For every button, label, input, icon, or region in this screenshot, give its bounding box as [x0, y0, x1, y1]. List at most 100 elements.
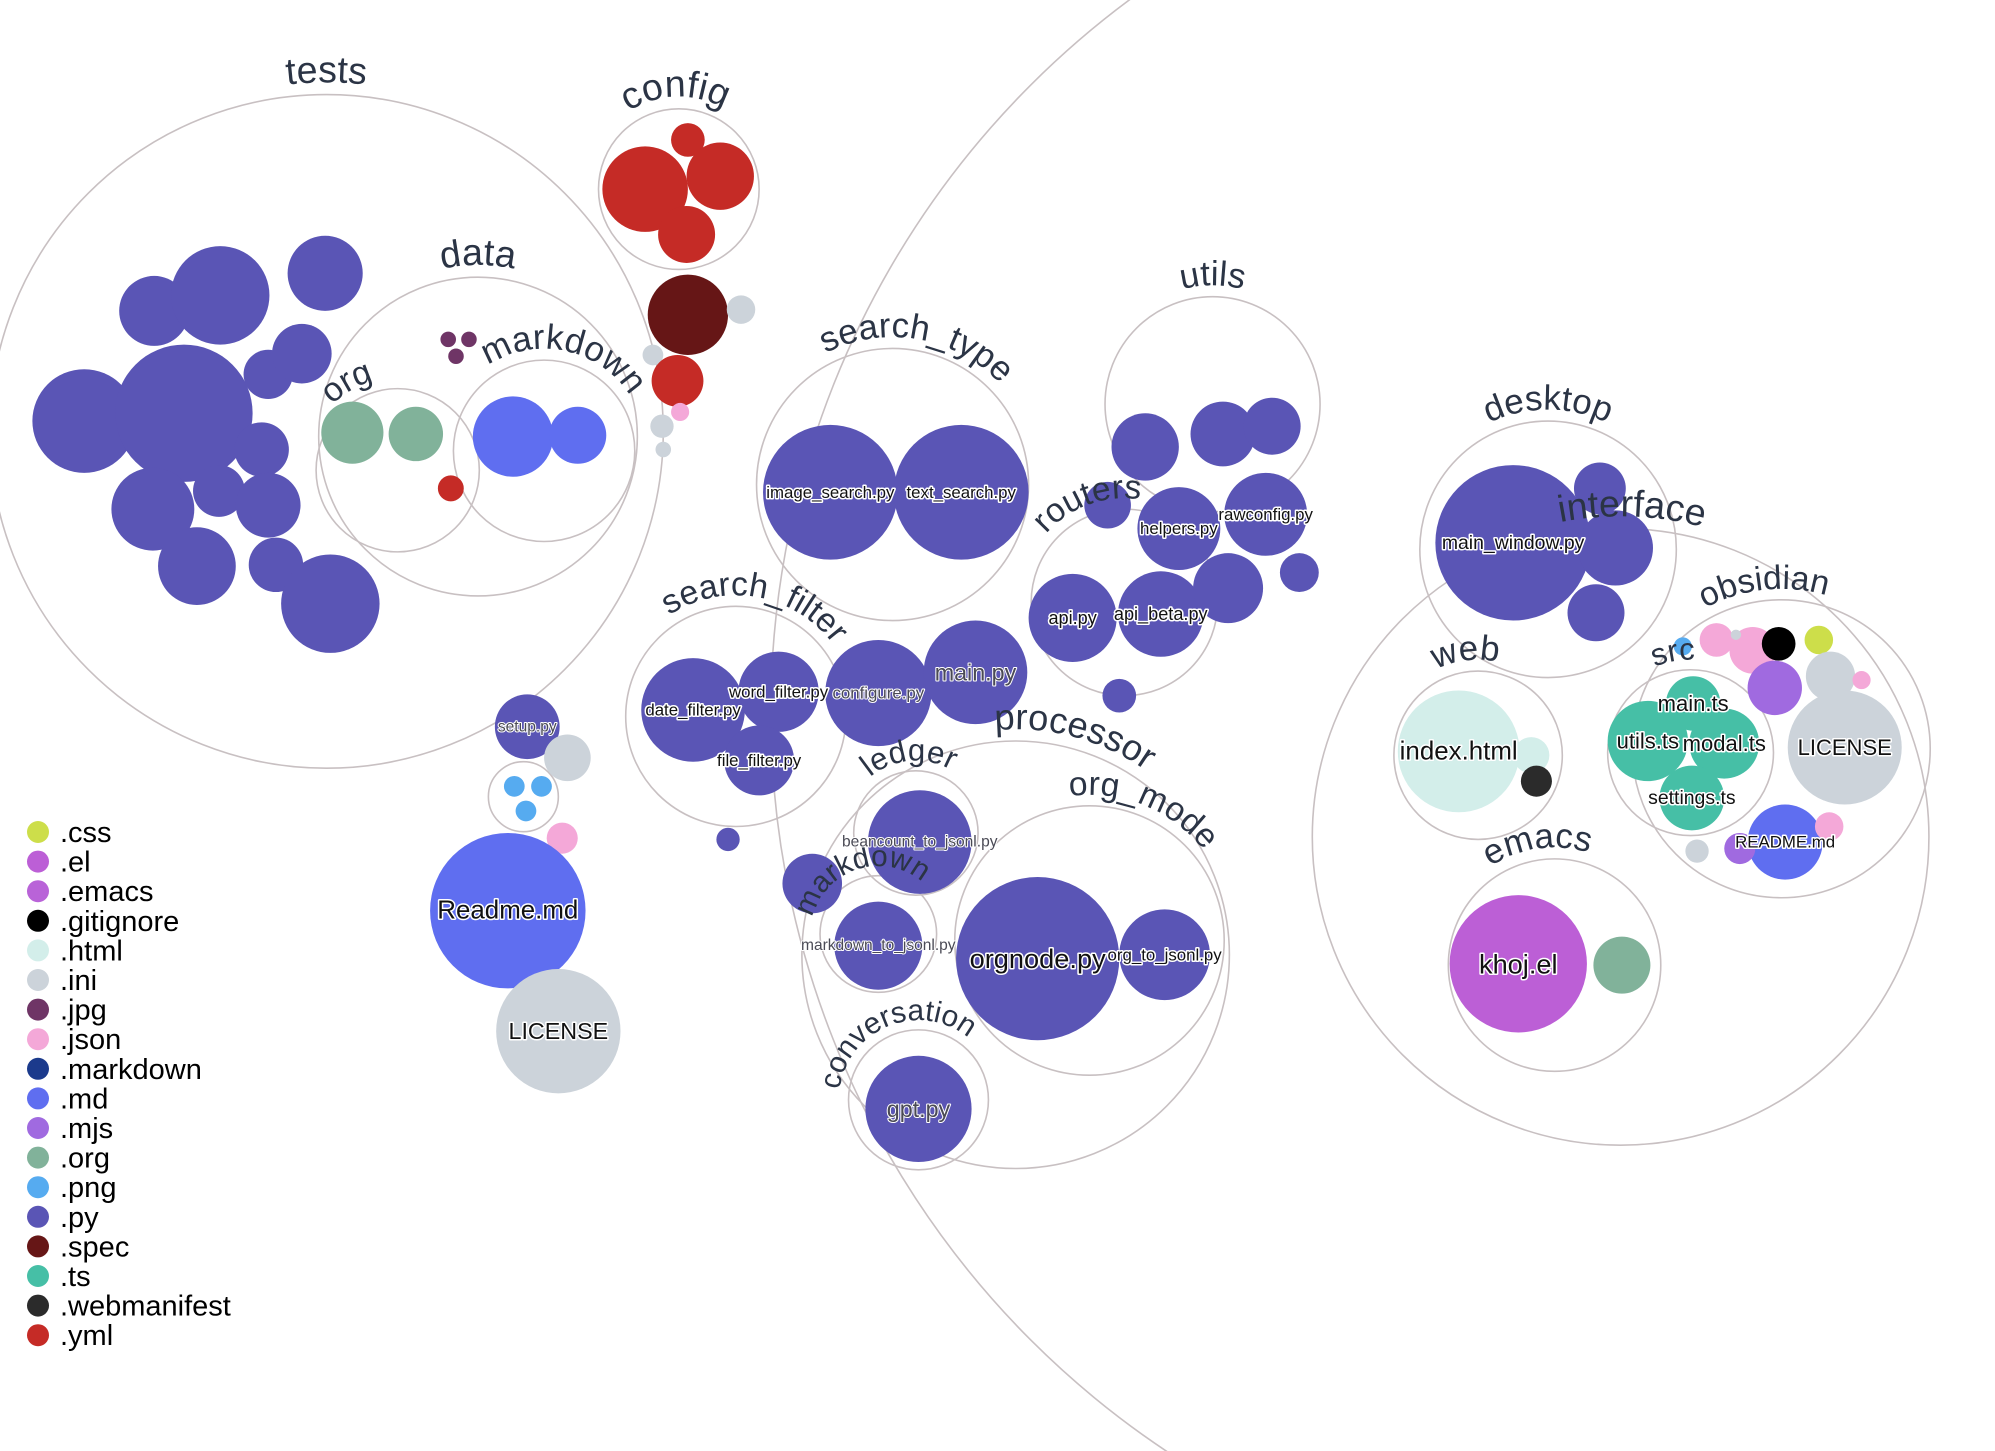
file-circle-py-4[interactable]: [115, 344, 253, 482]
file-circle-yml-23[interactable]: [671, 123, 705, 157]
legend-swatch-mjs[interactable]: [27, 1117, 49, 1139]
legend-swatch-org[interactable]: [27, 1146, 49, 1169]
file-circle-json-30[interactable]: [671, 402, 690, 422]
file-circle-utils.ts[interactable]: [1607, 700, 1688, 782]
file-circle-py-51[interactable]: [1193, 553, 1264, 624]
file-circle-date_filter.py[interactable]: [641, 658, 745, 762]
file-circle-jpg-17[interactable]: [461, 331, 477, 348]
file-circle-khoj.el[interactable]: [1449, 895, 1587, 1033]
file-circle-ini-28[interactable]: [642, 344, 664, 366]
group-ring-src[interactable]: [1606, 668, 1775, 837]
group-ring-web[interactable]: [1393, 670, 1564, 841]
legend-swatch-md[interactable]: [27, 1087, 49, 1110]
legend-swatch-emacs[interactable]: [27, 880, 49, 903]
file-circle-png-62[interactable]: [531, 775, 552, 797]
group-ring-search_type[interactable]: [755, 347, 1030, 622]
file-circle-json-84[interactable]: [1852, 671, 1871, 690]
file-circle-helpers.py[interactable]: [1137, 487, 1221, 570]
file-circle-py-69[interactable]: [1577, 510, 1653, 586]
file-circle-main_window.py[interactable]: [1435, 465, 1591, 621]
file-circle-markdown_to_jsonl.py[interactable]: [834, 901, 923, 990]
file-circle-org-75[interactable]: [1593, 936, 1651, 994]
file-circle-ini-89[interactable]: [1685, 839, 1709, 863]
file-circle-jpg-16[interactable]: [440, 331, 456, 348]
file-circle-org-14[interactable]: [321, 401, 384, 464]
group-ring-org[interactable]: [315, 387, 481, 553]
file-circle-yml-29[interactable]: [651, 354, 704, 407]
group-ring-processor[interactable]: [801, 740, 1231, 1170]
file-circle-api_beta.py[interactable]: [1117, 571, 1204, 657]
group-ring-org_mode[interactable]: [953, 804, 1226, 1077]
file-circle-README.md[interactable]: [1747, 804, 1823, 880]
file-circle-rawconfig.py[interactable]: [1224, 472, 1308, 556]
legend-swatch-py[interactable]: [27, 1205, 49, 1228]
file-circle-ini-27[interactable]: [726, 295, 756, 324]
file-circle-org-15[interactable]: [388, 406, 444, 462]
legend-swatch-el[interactable]: [27, 850, 49, 873]
file-circle-py-13[interactable]: [281, 554, 380, 653]
group-ring-markdown[interactable]: [452, 359, 636, 543]
file-circle-py-47[interactable]: [1243, 397, 1301, 455]
file-circle-mjs-82[interactable]: [1747, 660, 1802, 716]
file-circle-webmanifest-73[interactable]: [1520, 765, 1552, 797]
file-circle-image_search.py[interactable]: [763, 424, 898, 560]
file-circle-png-61[interactable]: [503, 775, 525, 797]
legend-swatch-yml[interactable]: [27, 1324, 49, 1347]
file-circle-org_to_jsonl.py[interactable]: [1119, 909, 1210, 1001]
file-circle-py-3[interactable]: [287, 235, 363, 311]
file-circle-text_search.py[interactable]: [893, 424, 1029, 560]
file-circle-ini-31[interactable]: [650, 414, 674, 438]
file-circle-py-7[interactable]: [234, 422, 289, 477]
legend-swatch-jpg[interactable]: [27, 998, 49, 1021]
file-circle-py-70[interactable]: [1567, 584, 1625, 642]
file-circle-gitignore-80[interactable]: [1761, 627, 1796, 661]
file-circle-orgnode.py[interactable]: [956, 877, 1120, 1041]
group-ring-data[interactable]: [317, 276, 639, 597]
group-ring-ledger[interactable]: [852, 769, 979, 896]
file-circle-css-81[interactable]: [1804, 625, 1834, 655]
file-circle-ini-79[interactable]: [1730, 629, 1742, 640]
file-circle-html-72[interactable]: [1513, 737, 1550, 774]
group-ring-config[interactable]: [597, 108, 760, 271]
file-circle-py-68[interactable]: [1573, 462, 1626, 515]
legend-swatch-png[interactable]: [27, 1176, 49, 1199]
file-circle-yml-24[interactable]: [686, 142, 754, 210]
file-circle-yml-22[interactable]: [602, 146, 688, 232]
file-circle-py-10[interactable]: [235, 472, 301, 538]
file-circle-png-63[interactable]: [515, 800, 537, 822]
file-circle-py-45[interactable]: [1111, 413, 1179, 481]
legend-swatch-spec[interactable]: [27, 1235, 49, 1258]
file-circle-setup.py[interactable]: [494, 694, 560, 760]
file-circle-ini-32[interactable]: [655, 441, 672, 458]
file-circle-json-64[interactable]: [546, 822, 578, 854]
file-circle-spec-26[interactable]: [647, 274, 729, 355]
file-circle-json-77[interactable]: [1699, 623, 1734, 657]
group-ring-_pngs[interactable]: [487, 760, 560, 833]
file-circle-main.py[interactable]: [923, 620, 1028, 725]
file-circle-md-20[interactable]: [472, 396, 554, 477]
file-circle-settings.ts[interactable]: [1659, 765, 1725, 831]
group-ring-desktop[interactable]: [1419, 420, 1678, 679]
file-circle-yml-19[interactable]: [437, 475, 464, 502]
file-circle-gpt.py[interactable]: [865, 1055, 972, 1163]
file-circle-LICENSE[interactable]: [1787, 690, 1902, 805]
legend-swatch-html[interactable]: [27, 939, 49, 962]
file-circle-LICENSE[interactable]: [496, 968, 621, 1094]
file-circle-mjs-88[interactable]: [1724, 832, 1756, 865]
legend-swatch-css[interactable]: [27, 821, 49, 843]
file-circle-word_filter.py[interactable]: [738, 651, 819, 732]
file-circle-py-48[interactable]: [1084, 481, 1131, 529]
file-circle-index.html[interactable]: [1397, 690, 1520, 813]
legend-swatch-markdown[interactable]: [27, 1057, 49, 1080]
file-circle-py-46[interactable]: [1190, 401, 1256, 467]
file-circle-api.py[interactable]: [1028, 573, 1117, 662]
file-circle-beancount_to_jsonl.py[interactable]: [867, 790, 972, 894]
file-circle-file_filter.py[interactable]: [724, 725, 795, 796]
file-circle-json-87[interactable]: [1814, 812, 1844, 841]
file-circle-md-21[interactable]: [549, 406, 607, 464]
file-circle-ini-83[interactable]: [1805, 651, 1856, 701]
file-circle-py-44[interactable]: [1102, 678, 1137, 713]
file-circle-modal.ts[interactable]: [1689, 708, 1760, 779]
file-circle-jpg-18[interactable]: [448, 348, 464, 365]
file-circle-configure.py[interactable]: [825, 639, 932, 747]
